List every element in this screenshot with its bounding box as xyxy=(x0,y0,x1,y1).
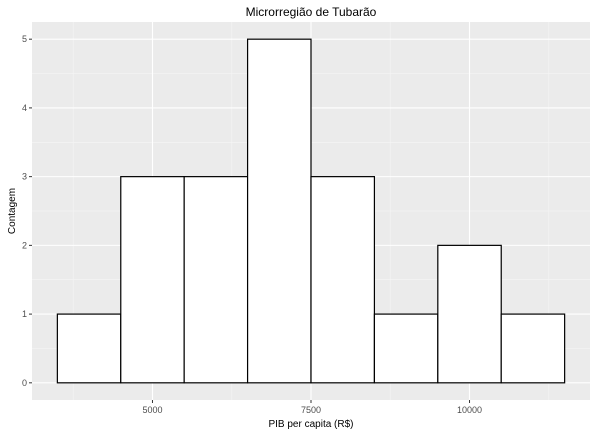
y-tick-label: 0 xyxy=(22,378,27,388)
y-tick-label: 2 xyxy=(22,240,27,250)
x-axis-label: PIB per capita (R$) xyxy=(268,419,353,430)
histogram-bar xyxy=(500,313,566,384)
histogram-bar xyxy=(120,176,185,384)
histogram-bar xyxy=(246,38,312,384)
y-tick-label: 4 xyxy=(22,103,27,113)
y-tick-label: 5 xyxy=(22,34,27,44)
histogram-bar xyxy=(437,244,502,384)
histogram-bar xyxy=(56,313,122,384)
histogram-bars xyxy=(56,38,566,384)
y-tick-label: 3 xyxy=(22,172,27,182)
histogram-bar xyxy=(183,176,249,384)
x-tick-label: 5000 xyxy=(142,405,162,415)
x-tick-label: 7500 xyxy=(301,405,321,415)
y-axis-label: Contagem xyxy=(7,188,18,234)
chart-title: Microrregião de Tubarão xyxy=(246,5,377,19)
y-tick-label: 1 xyxy=(22,309,27,319)
histogram-bar xyxy=(310,176,376,384)
axes: 5000 7500 10000 0 1 2 3 4 5 xyxy=(22,34,482,415)
histogram-bar xyxy=(373,313,439,384)
x-tick-label: 10000 xyxy=(457,405,482,415)
